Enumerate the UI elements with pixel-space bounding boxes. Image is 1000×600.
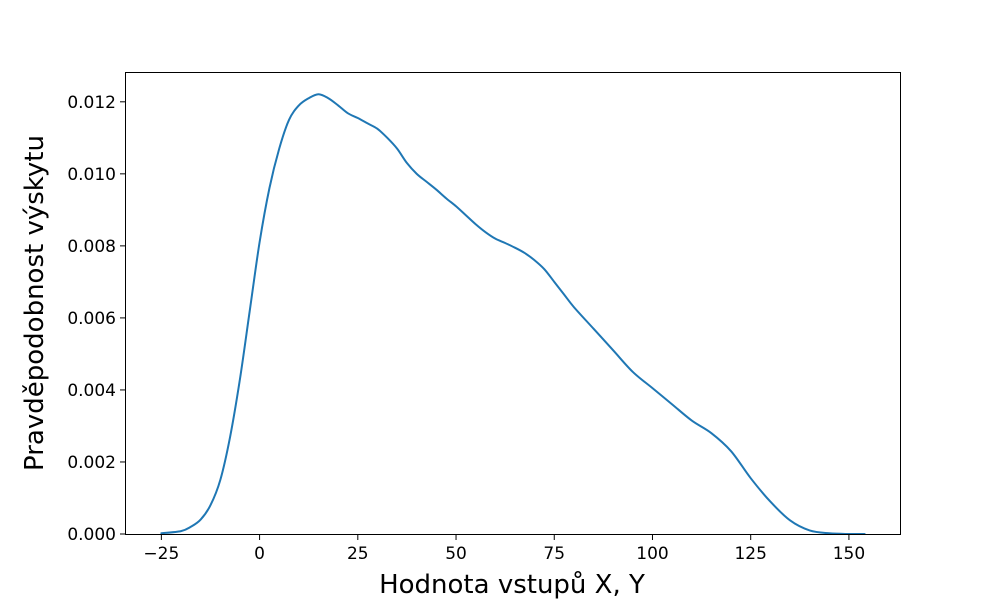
plot-area (125, 72, 901, 536)
x-tick-label: 0 (254, 544, 265, 564)
y-tick-label: 0.008 (67, 237, 116, 257)
x-axis-title: Hodnota vstupů X, Y (379, 570, 645, 600)
y-tick-label: 0.002 (67, 453, 116, 473)
kde-line (160, 93, 866, 536)
plot-frame (125, 72, 901, 535)
y-tick-label: 0.012 (67, 93, 116, 113)
x-axis: −25 0 25 50 75 100 125 150 (143, 534, 865, 564)
x-tick-label: 50 (445, 544, 467, 564)
x-tick-label: 125 (734, 544, 766, 564)
x-tick-label: 150 (833, 544, 865, 564)
x-tick-label: 25 (347, 544, 369, 564)
y-axis: 0.000 0.002 0.004 0.006 0.008 0.010 0.012 (67, 93, 126, 545)
y-tick-label: 0.000 (67, 525, 116, 545)
y-axis-title: Pravděpodobnost výskytu (20, 135, 50, 471)
x-tick-label: 100 (636, 544, 668, 564)
y-tick-label: 0.004 (67, 381, 116, 401)
y-tick-label: 0.006 (67, 309, 116, 329)
y-tick-label: 0.010 (67, 165, 116, 185)
x-tick-label: 75 (543, 544, 565, 564)
x-tick-label: −25 (143, 544, 179, 564)
